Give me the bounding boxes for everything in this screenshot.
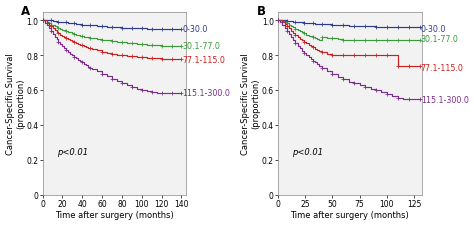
- X-axis label: Time after surgery (months): Time after surgery (months): [55, 211, 174, 219]
- Text: 115.1-300.0: 115.1-300.0: [182, 89, 230, 98]
- Text: p<0.01: p<0.01: [292, 148, 324, 157]
- Text: 0-30.0: 0-30.0: [421, 25, 446, 34]
- Text: 77.1-115.0: 77.1-115.0: [421, 63, 464, 72]
- Y-axis label: Cancer-Specific Survival
(proportion): Cancer-Specific Survival (proportion): [241, 53, 260, 154]
- Text: p<0.01: p<0.01: [57, 148, 88, 157]
- Text: 30.1-77.0: 30.1-77.0: [421, 35, 459, 44]
- Text: B: B: [256, 5, 265, 18]
- Text: 30.1-77.0: 30.1-77.0: [182, 42, 220, 51]
- X-axis label: Time after surgery (months): Time after surgery (months): [291, 211, 409, 219]
- Text: 0-30.0: 0-30.0: [182, 25, 208, 34]
- Text: A: A: [21, 5, 30, 18]
- Y-axis label: Cancer-Specific Survival
(proportion): Cancer-Specific Survival (proportion): [6, 53, 25, 154]
- Text: 115.1-300.0: 115.1-300.0: [421, 96, 469, 105]
- Text: 77.1-115.0: 77.1-115.0: [182, 56, 226, 65]
